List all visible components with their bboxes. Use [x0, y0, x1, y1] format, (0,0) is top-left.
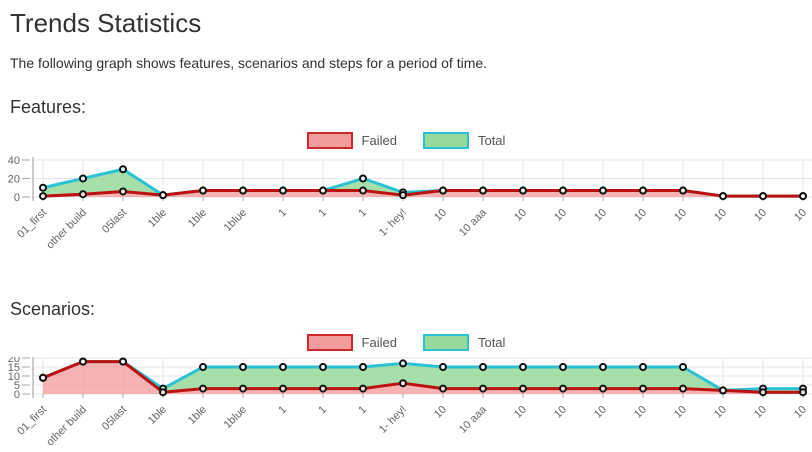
- legend-item-failed[interactable]: Failed: [306, 132, 397, 149]
- legend-item-total[interactable]: Total: [422, 334, 506, 351]
- total-legend-label: Total: [477, 335, 506, 350]
- page-title: Trends Statistics: [10, 8, 202, 38]
- svg-text:1: 1: [276, 404, 289, 417]
- legend-item-total[interactable]: Total: [422, 132, 506, 149]
- svg-text:1blue: 1blue: [222, 404, 250, 432]
- failed-swatch-icon: [306, 132, 353, 149]
- features-legend: Failed Total: [10, 132, 802, 149]
- svg-text:1: 1: [356, 404, 369, 417]
- svg-text:10: 10: [552, 207, 569, 224]
- svg-text:10: 10: [792, 207, 809, 224]
- svg-text:10: 10: [432, 404, 449, 421]
- svg-text:1: 1: [316, 404, 329, 417]
- svg-text:0: 0: [14, 389, 20, 401]
- scenarios-section: Scenarios: Failed Total 0 5 10 15 20 01_first…: [8, 299, 812, 452]
- svg-text:1- hey!: 1- hey!: [377, 404, 409, 436]
- svg-text:10: 10: [592, 404, 609, 421]
- svg-text:1blue: 1blue: [222, 207, 250, 235]
- svg-text:10: 10: [432, 207, 449, 224]
- svg-text:10: 10: [552, 404, 569, 421]
- svg-text:other build: other build: [44, 207, 89, 252]
- failed-legend-label: Failed: [361, 335, 397, 350]
- svg-text:other build: other build: [44, 404, 89, 449]
- svg-text:10 aaa: 10 aaa: [457, 206, 490, 239]
- svg-text:10: 10: [632, 207, 649, 224]
- svg-text:05last: 05last: [100, 404, 129, 433]
- svg-text:10: 10: [712, 404, 729, 421]
- legend-item-failed[interactable]: Failed: [306, 334, 397, 351]
- page-subtitle: The following graph shows features, scen…: [10, 55, 488, 71]
- features-section: Features: Failed Total 0 20 40 01_first othe…: [8, 97, 812, 255]
- svg-text:1- hey!: 1- hey!: [377, 207, 409, 239]
- scenarios-heading: Scenarios:: [10, 299, 96, 319]
- svg-text:10: 10: [512, 207, 529, 224]
- svg-text:20: 20: [8, 357, 20, 365]
- svg-text:10: 10: [752, 404, 769, 421]
- failed-legend-label: Failed: [361, 133, 397, 148]
- svg-text:10: 10: [752, 207, 769, 224]
- features-heading: Features:: [10, 97, 87, 117]
- svg-text:0: 0: [14, 192, 20, 204]
- svg-text:10: 10: [592, 207, 609, 224]
- svg-text:10: 10: [672, 404, 689, 421]
- failed-swatch-icon: [306, 334, 353, 351]
- total-swatch-icon: [422, 334, 469, 351]
- svg-text:5: 5: [14, 380, 20, 392]
- svg-text:05last: 05last: [100, 207, 129, 236]
- svg-text:10: 10: [712, 207, 729, 224]
- svg-text:1ble: 1ble: [186, 404, 209, 427]
- svg-text:01_first: 01_first: [15, 207, 49, 241]
- svg-text:10: 10: [792, 404, 809, 421]
- svg-text:20: 20: [8, 174, 20, 186]
- scenarios-legend: Failed Total: [10, 334, 802, 351]
- svg-text:1ble: 1ble: [186, 207, 209, 230]
- svg-text:1: 1: [316, 207, 329, 220]
- total-legend-label: Total: [477, 133, 506, 148]
- svg-text:10: 10: [632, 404, 649, 421]
- svg-text:01_first: 01_first: [15, 404, 49, 438]
- svg-text:10: 10: [512, 404, 529, 421]
- svg-text:1: 1: [276, 207, 289, 220]
- svg-text:10 aaa: 10 aaa: [457, 403, 490, 436]
- svg-text:10: 10: [672, 207, 689, 224]
- svg-text:40: 40: [8, 155, 20, 167]
- svg-text:15: 15: [8, 362, 20, 374]
- svg-text:1ble: 1ble: [146, 404, 169, 427]
- total-swatch-icon: [422, 132, 469, 149]
- svg-text:1: 1: [356, 207, 369, 220]
- svg-text:1ble: 1ble: [146, 207, 169, 230]
- svg-text:10: 10: [8, 371, 20, 383]
